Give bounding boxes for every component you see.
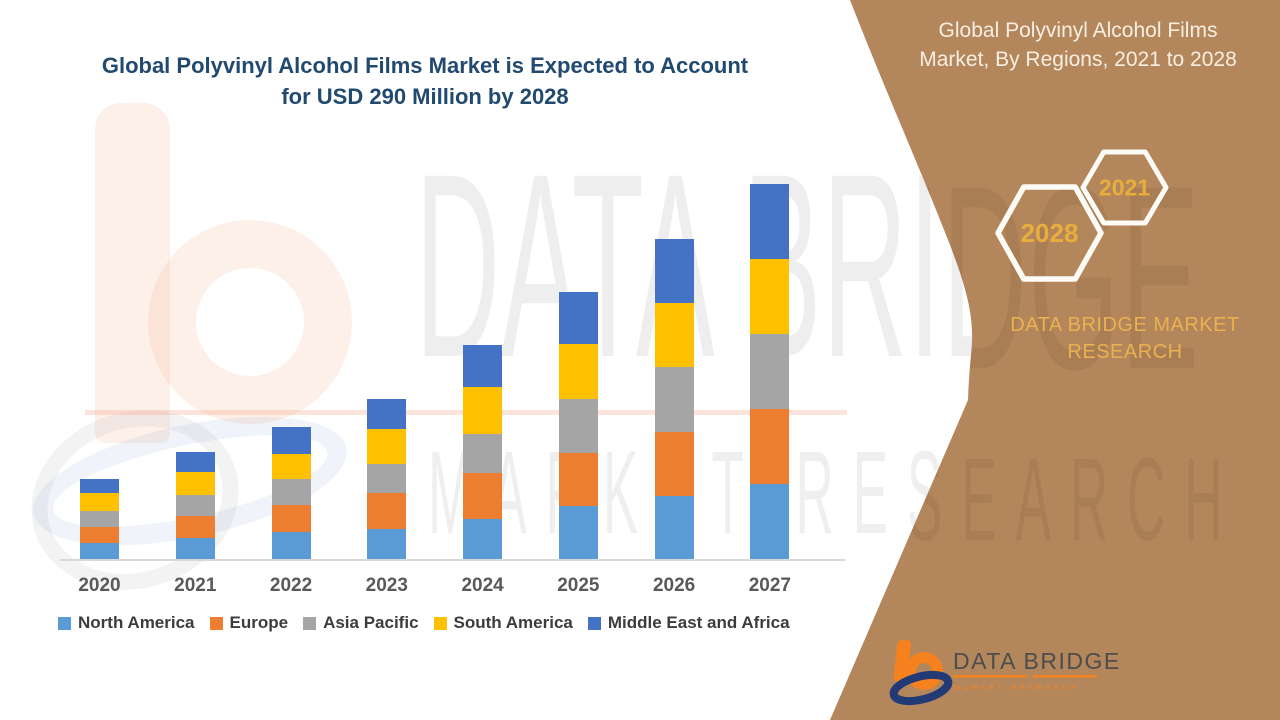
bar-segment-north-america [80, 543, 119, 559]
bar-segment-asia-pacific [654, 367, 694, 432]
hexagon-badges: 2028 2021 [995, 149, 1169, 282]
logo-subtitle-text: MARKET RESEARCH [954, 683, 1080, 692]
stacked-bar-2025 [558, 292, 598, 559]
bar-segment-europe [463, 473, 503, 519]
stacked-bar-2024 [463, 345, 503, 559]
x-axis-label-2024: 2024 [461, 575, 504, 596]
x-axis-label-2025: 2025 [557, 575, 600, 596]
legend-swatch-icon [587, 616, 601, 630]
bar-segment-europe [80, 527, 119, 543]
bar-segment-middle-east-and-africa [271, 427, 311, 454]
bar-segment-north-america [463, 519, 503, 559]
bar-segment-europe [367, 493, 407, 529]
hexagon-2021-label: 2021 [1099, 175, 1150, 201]
bar-segment-north-america [271, 532, 311, 559]
x-axis-label-2020: 2020 [78, 575, 121, 596]
legend-item-europe: Europe [209, 613, 289, 633]
data-bridge-logo: DATA BRIDGE MARKET RESEARCH [889, 640, 1120, 706]
bar-segment-south-america [750, 259, 790, 334]
chart-title-line2: for USD 290 Million by 2028 [281, 84, 569, 109]
bar-segment-north-america [750, 484, 790, 559]
stacked-bar-2027 [750, 184, 790, 559]
panel-brand-line1: DATA BRIDGE MARKET [1010, 314, 1240, 336]
legend-item-north-america: North America [58, 613, 195, 633]
bar-segment-europe [271, 505, 311, 532]
bar-segment-middle-east-and-africa [367, 399, 407, 429]
bar-segment-asia-pacific [558, 399, 598, 453]
x-axis-label-2023: 2023 [365, 575, 408, 596]
panel-brand-line2: RESEARCH [1067, 341, 1183, 363]
panel-brand-text: DATA BRIDGE MARKET RESEARCH [985, 312, 1265, 366]
logo-underline-right [1033, 675, 1097, 678]
bar-segment-asia-pacific [750, 334, 790, 409]
panel-heading: Global Polyvinyl Alcohol Films Market, B… [868, 16, 1280, 74]
x-axis-label-2022: 2022 [269, 575, 313, 596]
bar-segment-middle-east-and-africa [558, 292, 598, 344]
bar-segment-middle-east-and-africa [750, 184, 790, 259]
bar-segment-asia-pacific [175, 495, 215, 516]
x-axis-label-2021: 2021 [174, 575, 217, 596]
x-axis-line [60, 559, 845, 561]
bar-segment-europe [558, 453, 598, 506]
bar-segment-north-america [367, 529, 407, 559]
bar-segment-north-america [558, 506, 598, 559]
bar-segment-middle-east-and-africa [654, 239, 694, 303]
bar-segment-middle-east-and-africa [175, 452, 215, 472]
legend-label: Europe [229, 613, 289, 632]
stacked-bar-2020 [80, 479, 119, 559]
panel-heading-line2: Market, By Regions, 2021 to 2028 [919, 48, 1237, 71]
stacked-bar-2023 [367, 399, 407, 559]
x-axis-label-2026: 2026 [652, 575, 696, 596]
bar-segment-asia-pacific [271, 479, 311, 505]
stacked-bar-2021 [175, 452, 215, 559]
bar-segment-south-america [463, 387, 503, 434]
bar-segment-asia-pacific [367, 464, 407, 493]
bar-segment-middle-east-and-africa [80, 479, 119, 493]
chart-legend: North America Europe Asia Pacific South Ame… [58, 613, 790, 633]
legend-item-middle-east-and-africa: Middle East and Africa [587, 613, 790, 633]
chart-title-line1: Global Polyvinyl Alcohol Films Market is… [101, 53, 749, 78]
bar-segment-south-america [558, 344, 598, 399]
panel-heading-line1: Global Polyvinyl Alcohol Films [938, 19, 1218, 42]
legend-swatch-icon [58, 616, 71, 630]
legend-item-asia-pacific: Asia Pacific [303, 613, 419, 633]
bar-segment-south-america [175, 472, 215, 495]
data-bridge-b-watermark-icon [95, 103, 170, 443]
bar-segment-asia-pacific [463, 434, 503, 473]
x-axis-label-2027: 2027 [748, 575, 792, 596]
bar-segment-europe [175, 516, 215, 538]
bar-segment-north-america [654, 496, 694, 559]
stacked-bar-2022 [271, 427, 311, 559]
legend-swatch-icon [303, 616, 317, 630]
hexagon-2028-label: 2028 [1021, 218, 1079, 248]
bar-segment-europe [654, 432, 694, 496]
legend-swatch-icon [433, 616, 447, 630]
bar-segment-south-america [271, 454, 311, 479]
bar-segment-south-america [80, 493, 119, 511]
bar-segment-north-america [175, 538, 215, 559]
legend-label: Middle East and Africa [607, 613, 790, 632]
legend-label: Asia Pacific [323, 613, 419, 632]
chart-title: Global Polyvinyl Alcohol Films Market is… [30, 50, 820, 112]
legend-label: North America [78, 613, 195, 632]
legend-item-south-america: South America [433, 613, 573, 633]
legend-swatch-icon [209, 616, 223, 630]
logo-underline-left [953, 675, 1027, 678]
bar-segment-europe [750, 409, 790, 484]
bar-segment-south-america [654, 303, 694, 367]
logo-name-text: DATA BRIDGE [953, 648, 1120, 674]
stacked-bar-2026 [654, 239, 694, 559]
legend-label: South America [453, 613, 573, 632]
bar-segment-asia-pacific [80, 511, 119, 527]
data-bridge-logo-icon [889, 640, 953, 706]
bar-segment-south-america [367, 429, 407, 464]
bar-segment-middle-east-and-africa [463, 345, 503, 387]
